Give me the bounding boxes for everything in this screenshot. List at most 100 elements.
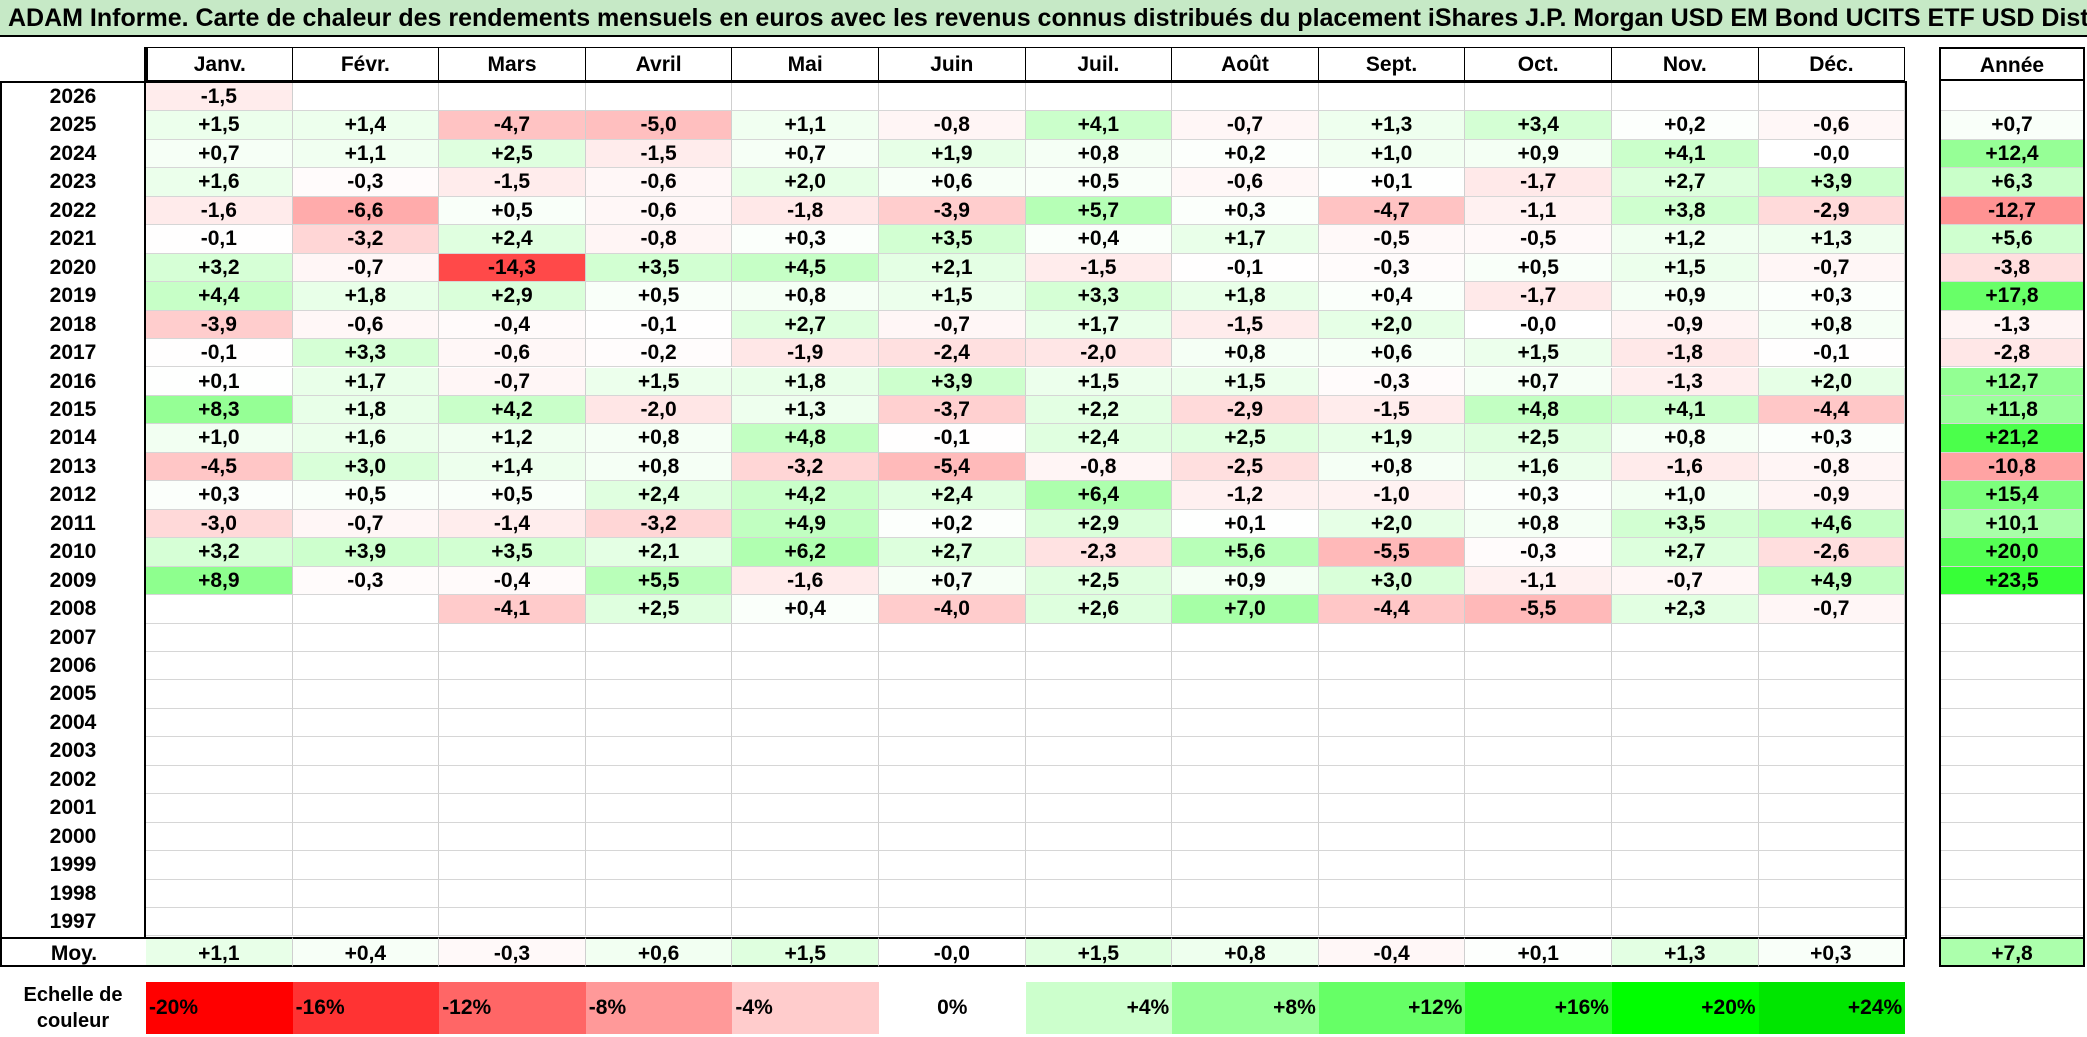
heatmap-cell: -0,4 xyxy=(439,310,586,340)
heatmap-cell: +2,4 xyxy=(1025,424,1173,453)
annual-cell: +6,3 xyxy=(1939,168,2085,197)
heatmap-cell xyxy=(1172,708,1319,738)
heatmap-cell: -1,5 xyxy=(1172,310,1319,340)
heatmap-cell xyxy=(585,879,733,909)
heatmap-cell xyxy=(439,822,586,852)
heatmap-cell xyxy=(732,652,879,681)
annual-cell xyxy=(1939,652,2085,681)
color-scale-label-line: couleur xyxy=(36,1010,110,1032)
heatmap-cell xyxy=(1465,794,1612,823)
heatmap-cell: +1,6 xyxy=(292,424,440,453)
heatmap-cell: +1,0 xyxy=(1318,139,1466,169)
heatmap-cell: +0,8 xyxy=(1172,339,1319,368)
color-scale-swatch: +24% xyxy=(1758,982,1906,1034)
heatmap-cell: +0,9 xyxy=(1465,139,1612,169)
heatmap-cell: -0,0 xyxy=(1465,310,1612,340)
heatmap-cell xyxy=(1612,652,1759,681)
heatmap-cell xyxy=(585,83,733,112)
heatmap-cell: +2,0 xyxy=(1758,367,1906,396)
year-label: 2020 xyxy=(49,255,97,279)
annual-cell: -3,8 xyxy=(1939,253,2085,283)
heatmap-cell xyxy=(146,652,293,681)
heatmap-cell xyxy=(1758,794,1906,823)
year-label: 2025 xyxy=(49,113,97,137)
heatmap-cell xyxy=(1465,908,1612,937)
heatmap-cell: +1,7 xyxy=(292,367,440,396)
month-header: Févr. xyxy=(292,47,440,81)
heatmap-cell: -0,0 xyxy=(1758,139,1906,169)
heatmap-cell: -0,1 xyxy=(146,225,293,254)
annual-cell xyxy=(1939,765,2085,795)
heatmap-cell xyxy=(1025,680,1173,709)
month-header: Sept. xyxy=(1318,47,1466,81)
heatmap-cell: -0,7 xyxy=(439,367,586,396)
annual-cell xyxy=(1939,822,2085,852)
heatmap-cell xyxy=(439,708,586,738)
heatmap-cell: +8,9 xyxy=(146,566,293,596)
heatmap-cell: +1,7 xyxy=(1172,225,1319,254)
heatmap-cell xyxy=(585,822,733,852)
year-label: 2024 xyxy=(49,141,97,165)
heatmap-cell xyxy=(585,908,733,937)
heatmap-cell: +0,4 xyxy=(1318,282,1466,311)
year-label: 2022 xyxy=(49,198,97,222)
heatmap-cell: -0,7 xyxy=(879,310,1026,340)
heatmap-cell: +1,5 xyxy=(146,111,293,140)
year-label: 2026 xyxy=(49,85,97,108)
heatmap-cell: -0,6 xyxy=(585,196,733,226)
heatmap-cell: -4,1 xyxy=(439,595,586,624)
heatmap-cell xyxy=(732,908,879,937)
color-scale-swatch: -20% xyxy=(146,982,293,1034)
heatmap-cell: +2,3 xyxy=(1612,595,1759,624)
heatmap-cell: +3,2 xyxy=(146,253,293,283)
heatmap-cell: +3,5 xyxy=(879,225,1026,254)
heatmap-cell: +2,5 xyxy=(1465,424,1612,453)
heatmap-cell: -0,7 xyxy=(1758,595,1906,624)
heatmap-cell: +0,3 xyxy=(732,225,879,254)
heatmap-cell xyxy=(1172,794,1319,823)
heatmap-cell: +7,0 xyxy=(1172,595,1319,624)
heatmap-cell: -2,9 xyxy=(1172,395,1319,425)
heatmap-cell xyxy=(146,680,293,709)
heatmap-cell: -0,7 xyxy=(1758,253,1906,283)
heatmap-cell: -0,6 xyxy=(1758,111,1906,140)
heatmap-cell xyxy=(879,737,1026,766)
heatmap-cell xyxy=(292,794,440,823)
heatmap-cell xyxy=(146,737,293,766)
color-scale-swatch: +16% xyxy=(1465,982,1612,1034)
heatmap-cell: -0,4 xyxy=(439,566,586,596)
heatmap-cell: +3,9 xyxy=(292,538,440,567)
year-label: 2006 xyxy=(49,654,97,677)
color-scale-swatch: +20% xyxy=(1612,982,1759,1034)
heatmap-cell xyxy=(1612,83,1759,112)
heatmap-cell xyxy=(732,822,879,852)
color-scale-swatch: +8% xyxy=(1172,982,1319,1034)
heatmap-cell xyxy=(1318,822,1466,852)
heatmap-cell: +2,0 xyxy=(1318,509,1466,539)
heatmap-cell: +0,2 xyxy=(1172,139,1319,169)
heatmap-cell: +2,5 xyxy=(439,139,586,169)
heatmap-cell: +0,7 xyxy=(732,139,879,169)
heatmap-cell: +2,1 xyxy=(585,538,733,567)
heatmap-cell xyxy=(879,680,1026,709)
heatmap-cell: +0,1 xyxy=(146,367,293,396)
heatmap-cell: -2,0 xyxy=(585,395,733,425)
heatmap-cell xyxy=(146,794,293,823)
heatmap-cell xyxy=(879,623,1026,652)
heatmap-cell xyxy=(585,623,733,652)
heatmap-cell xyxy=(1172,623,1319,652)
month-header: Janv. xyxy=(146,47,293,81)
color-scale-swatch: +4% xyxy=(1025,982,1173,1034)
heatmap-cell xyxy=(732,680,879,709)
heatmap-cell: +4,9 xyxy=(1758,566,1906,596)
year-label: 2003 xyxy=(49,739,97,763)
annual-header: Année xyxy=(1939,47,2085,81)
heatmap-cell xyxy=(1612,794,1759,823)
heatmap-cell xyxy=(1465,680,1612,709)
heatmap-cell: +1,1 xyxy=(292,139,440,169)
heatmap-cell xyxy=(879,765,1026,795)
heatmap-cell xyxy=(732,879,879,909)
heatmap-cell: +0,9 xyxy=(1172,566,1319,596)
heatmap-cell: +1,3 xyxy=(1758,225,1906,254)
heatmap-cell xyxy=(1612,879,1759,909)
